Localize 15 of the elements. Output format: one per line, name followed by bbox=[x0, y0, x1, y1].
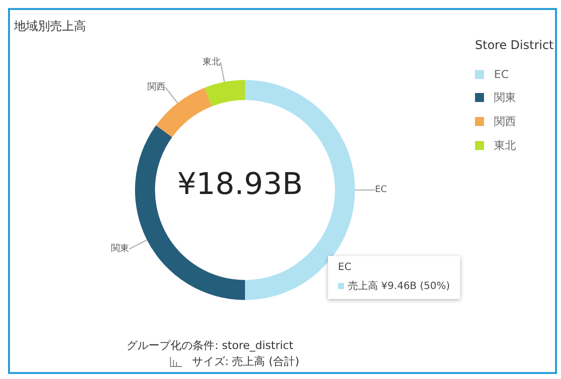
legend-label: 関西 bbox=[493, 114, 517, 129]
slice-label: 関西 bbox=[147, 81, 166, 92]
legend-label: EC bbox=[493, 68, 510, 81]
chart-title: 地域別売上高 bbox=[14, 18, 86, 35]
legend-label: 東北 bbox=[493, 138, 517, 153]
text: サイズ: 売上高 (合計) bbox=[191, 354, 300, 369]
donut-slice bbox=[204, 80, 245, 106]
slice-label: 東北 bbox=[202, 56, 221, 68]
legend-label: 関東 bbox=[493, 90, 517, 105]
text: ¥18.93B bbox=[176, 167, 304, 202]
legend-title: Store District bbox=[475, 38, 555, 52]
text: グループ化の条件: store_district bbox=[126, 338, 294, 353]
slice-label: 関東 bbox=[111, 243, 130, 254]
slice-label: EC bbox=[375, 185, 387, 195]
tooltip: EC 売上高 ¥9.46B (50%) bbox=[328, 256, 460, 299]
